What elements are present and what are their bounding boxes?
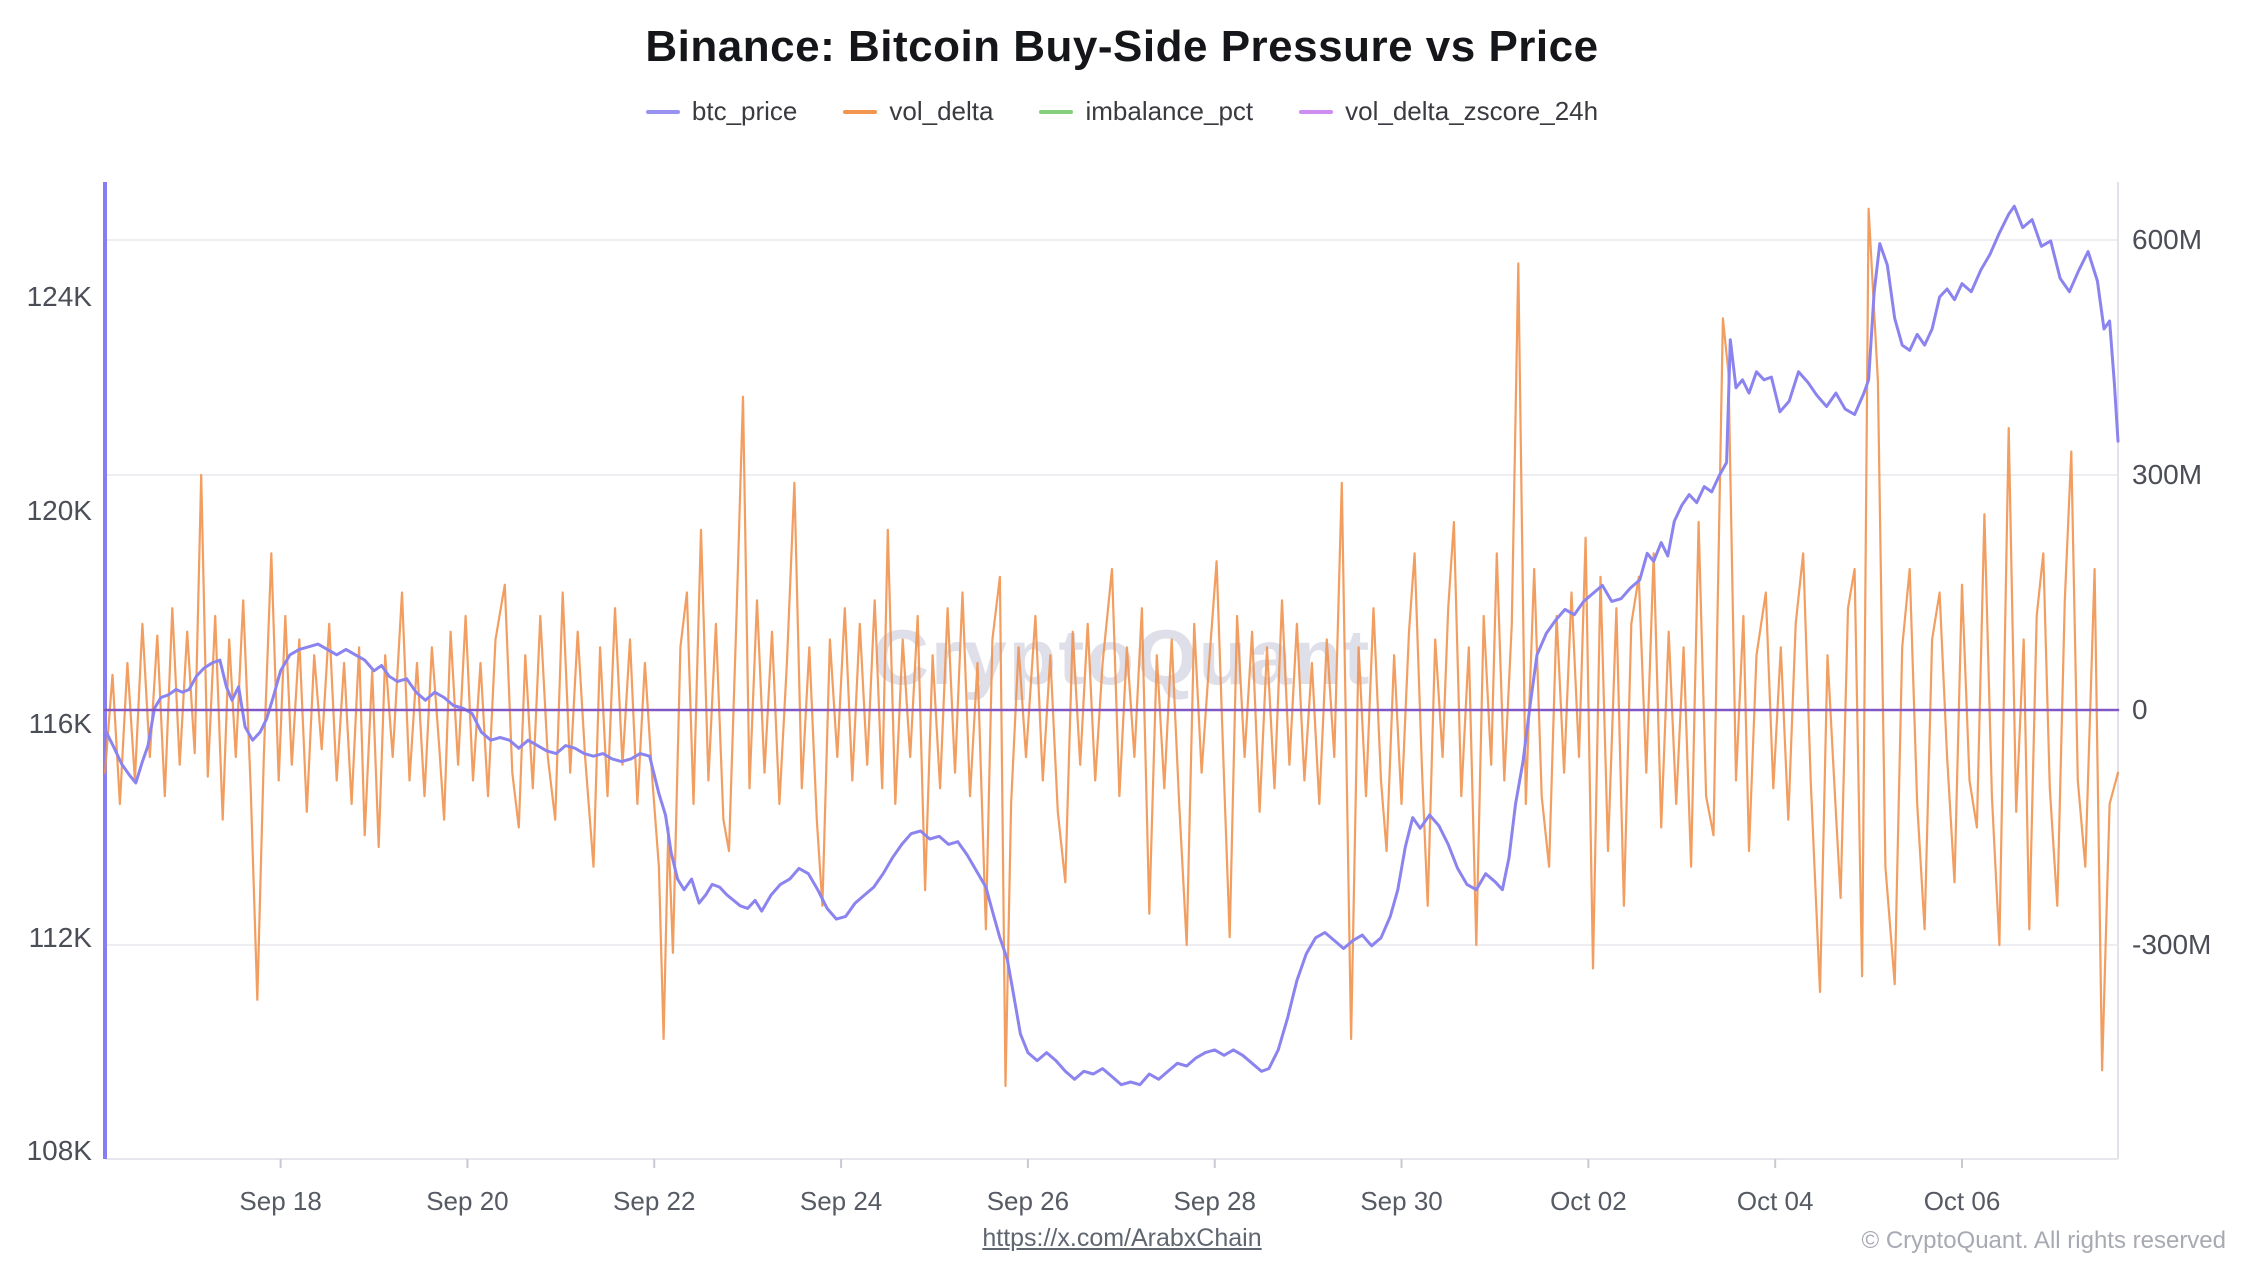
x-tick-label: Sep 30 <box>1360 1186 1443 1216</box>
legend-item-imbalance-pct: imbalance_pct <box>1039 96 1253 127</box>
y-right-tick-label: 0 <box>2132 694 2148 725</box>
vol-delta-zscore-swatch-icon <box>1299 109 1334 114</box>
legend-label: vol_delta_zscore_24h <box>1345 96 1599 126</box>
y-left-tick-label: 108K <box>26 1135 92 1167</box>
btc-price-line <box>103 204 2120 1087</box>
copyright-text: © CryptoQuant. All rights reserved <box>1861 1227 2227 1254</box>
y-left-tick-label: 112K <box>28 921 92 953</box>
footer-link-container: https://x.com/ArabxChain <box>0 1224 2244 1253</box>
btc-price-swatch-icon <box>645 109 680 114</box>
legend-label: vol_delta <box>889 96 994 126</box>
legend-item-vol-delta: vol_delta <box>843 96 993 127</box>
x-tick-label: Oct 06 <box>1923 1186 2001 1216</box>
legend-label: btc_price <box>691 96 798 126</box>
x-tick-label: Oct 02 <box>1550 1186 1627 1216</box>
x-tick-label: Sep 26 <box>986 1186 1070 1216</box>
x-tick-label: Sep 20 <box>426 1186 509 1216</box>
x-tick-label: Sep 22 <box>613 1186 696 1216</box>
imbalance-pct-swatch-icon <box>1039 109 1074 114</box>
x-tick-label: Sep 24 <box>799 1186 883 1216</box>
legend-label: imbalance_pct <box>1085 96 1254 126</box>
legend-item-btc-price: btc_price <box>645 96 798 127</box>
x-tick-label: Sep 18 <box>239 1186 322 1216</box>
x-tick-label: Sep 28 <box>1173 1186 1256 1216</box>
y-right-tick-label: -300M <box>2132 929 2212 960</box>
vol-delta-swatch-icon <box>843 109 878 114</box>
y-left-tick-label: 120K <box>26 494 92 526</box>
chart-title: Binance: Bitcoin Buy-Side Pressure vs Pr… <box>645 22 1599 71</box>
arabxchain-link[interactable]: https://x.com/ArabxChain <box>982 1224 1262 1252</box>
legend-item-vol-delta-zscore: vol_delta_zscore_24h <box>1299 96 1598 127</box>
y-right-tick-label: 600M <box>2132 224 2203 255</box>
y-right-tick-label: 300M <box>2132 459 2203 490</box>
x-tick-label: Oct 04 <box>1736 1186 1814 1216</box>
legend: btc_price vol_delta imbalance_pct vol_de… <box>0 96 2244 127</box>
vol-delta-line <box>103 207 2120 1088</box>
y-left-tick-label: 116K <box>28 708 92 740</box>
y-left-tick-label: 124K <box>26 281 92 312</box>
